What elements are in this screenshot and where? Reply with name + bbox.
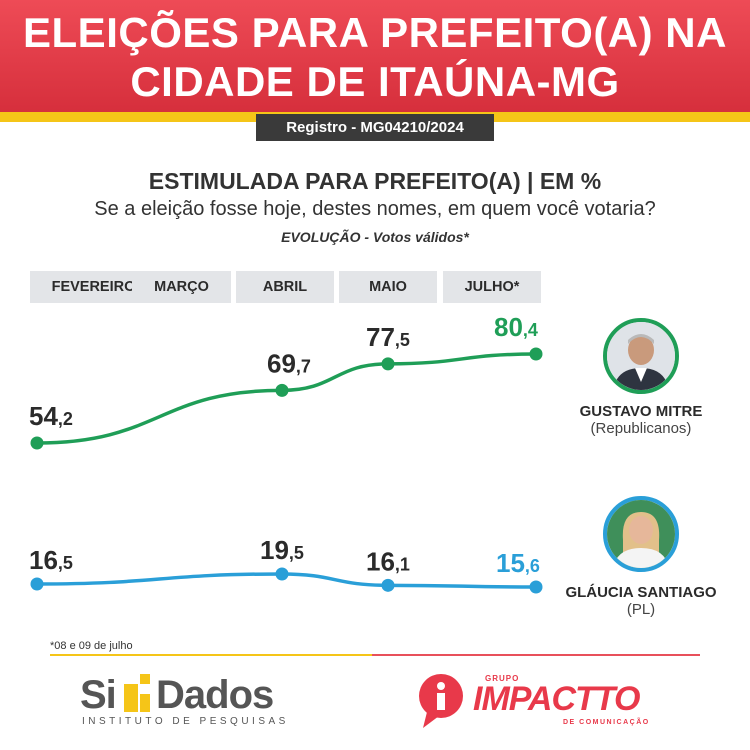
divider-red [372, 654, 700, 656]
data-label-0-2: 77,5 [366, 322, 410, 352]
data-label-1-1: 19,5 [260, 535, 304, 565]
series-line-1 [35, 572, 538, 589]
month-label-3: MAIO [339, 271, 437, 303]
data-label-1-2: 16,1 [366, 546, 410, 576]
person-portrait-icon [607, 500, 675, 568]
data-label-0-0: 54,2 [29, 401, 73, 431]
month-label-1: MARÇO [132, 271, 231, 303]
data-label-0-1: 69,7 [267, 348, 311, 378]
month-label-4: JULHO* [443, 271, 541, 303]
data-label-1-0: 16,5 [29, 545, 73, 575]
footnote: *08 e 09 de julho [50, 640, 133, 652]
page-title: ELEIÇÕES PARA PREFEITO(A) NA CIDADE DE I… [23, 9, 727, 105]
data-point-1-0 [30, 577, 44, 591]
data-point-0-2 [381, 357, 395, 371]
data-label-1-3: 15,6 [496, 548, 540, 578]
header-banner: ELEIÇÕES PARA PREFEITO(A) NA CIDADE DE I… [0, 0, 750, 112]
data-point-0-1 [275, 383, 289, 397]
data-point-1-1 [275, 567, 289, 581]
evolution-label: EVOLUÇÃO - Votos válidos* [281, 229, 469, 245]
gustavo-mitre-party: (Republicanos) [590, 420, 692, 437]
impactto-i-icon [419, 674, 463, 728]
impactto-logo: GRUPO IMPACTTO DE COMUNICAÇÃO [415, 666, 675, 732]
glaucia-santiago-party: (PL) [626, 601, 656, 618]
registro-badge: Registro - MG04210/2024 [256, 114, 494, 141]
gustavo-mitre-name: GUSTAVO MITRE [579, 403, 703, 420]
data-label-0-3: 80,4 [494, 312, 538, 342]
person-portrait-icon [607, 322, 675, 390]
data-point-0-0 [30, 436, 44, 450]
data-point-1-3 [529, 580, 543, 594]
month-label-2: ABRIL [236, 271, 334, 303]
data-point-0-3 [529, 347, 543, 361]
divider-yellow [50, 654, 372, 656]
series-line-0 [35, 352, 538, 445]
gustavo-mitre-photo [603, 318, 679, 394]
glaucia-santiago-photo [603, 496, 679, 572]
chart-subtitle: ESTIMULADA PARA PREFEITO(A) | EM % [148, 168, 602, 194]
survey-question: Se a eleição fosse hoje, destes nomes, e… [94, 198, 656, 220]
data-point-1-2 [381, 578, 395, 592]
glaucia-santiago-name: GLÁUCIA SANTIAGO [565, 584, 717, 601]
sigdados-logo: Si Dados INSTITUTO DE PESQUISAS [80, 673, 289, 727]
sigdados-g-icon [124, 674, 150, 712]
